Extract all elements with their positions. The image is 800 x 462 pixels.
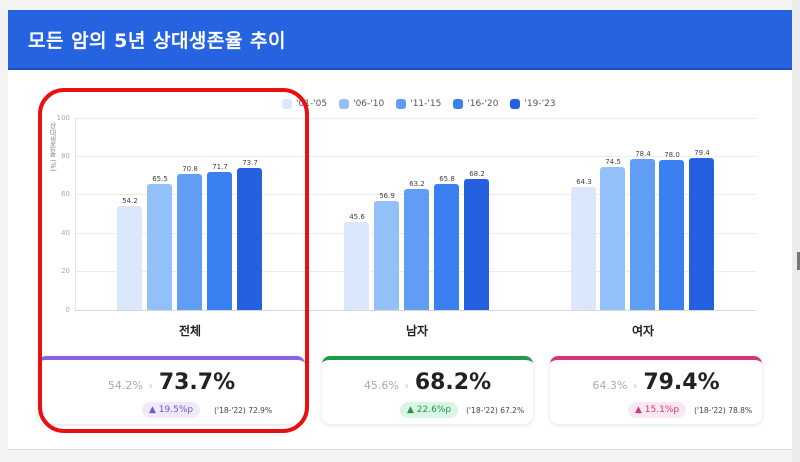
- change-badge: ▲ 15.1%p: [628, 402, 687, 418]
- bar-value: 65.5: [152, 175, 168, 183]
- to-value: 68.2%: [414, 370, 492, 395]
- prev-period-value: ('18-'22) 78.8%: [694, 405, 753, 415]
- highlight-annotation: [38, 88, 309, 433]
- from-value: 45.6%: [363, 379, 399, 392]
- bar-value: 71.7: [212, 163, 228, 171]
- bar-value: 63.2: [409, 180, 425, 188]
- legend-swatch: [453, 99, 464, 109]
- bar[interactable]: [571, 187, 596, 310]
- legend-item[interactable]: '06-'10: [339, 99, 384, 109]
- legend-label: '11-'15: [410, 99, 442, 109]
- y-tick: 80: [61, 152, 70, 160]
- bar[interactable]: [207, 172, 232, 310]
- prev-period-value: ('18-'22) 72.9%: [214, 405, 273, 415]
- scrollbar-track[interactable]: [792, 0, 800, 462]
- bar-value: 65.8: [439, 175, 455, 183]
- bar[interactable]: [344, 222, 369, 310]
- bar-value: 73.7: [242, 159, 258, 167]
- bar[interactable]: [600, 167, 625, 310]
- legend-swatch: [510, 99, 521, 109]
- page-title: 모든 암의 5년 상대생존율 추이: [28, 30, 286, 52]
- bar[interactable]: [177, 174, 202, 310]
- change-badge: ▲ 19.5%p: [142, 402, 201, 418]
- group-label-female: 여자: [631, 324, 655, 338]
- legend-label: '19-'23: [524, 99, 556, 109]
- chevron-right-icon: ›: [148, 381, 153, 392]
- bar-value: 78.4: [635, 150, 651, 158]
- legend-label: '06-'10: [353, 99, 385, 109]
- y-tick: 40: [61, 229, 70, 237]
- bar-value: 78.0: [664, 151, 680, 159]
- stat-card-total: 54.2% › 73.7% ▲ 19.5%p ('18-'22) 72.9%: [38, 356, 305, 424]
- bar[interactable]: [374, 201, 399, 310]
- y-axis-label: 상대생존율 (%): [49, 122, 57, 172]
- bar[interactable]: [434, 184, 459, 310]
- bar[interactable]: [117, 206, 142, 310]
- bar-value: 79.4: [694, 149, 710, 157]
- bar-value: 56.9: [379, 192, 395, 200]
- scrollbar-handle[interactable]: [797, 252, 800, 270]
- y-axis-line: [75, 118, 76, 310]
- legend-swatch: [396, 99, 407, 109]
- legend-swatch: [339, 99, 350, 109]
- chart-legend: '01-'05 '06-'10 '11-'15 '16-'20 '19-'23: [282, 99, 556, 109]
- legend-label: '16-'20: [467, 99, 499, 109]
- bar[interactable]: [404, 189, 429, 310]
- legend-item[interactable]: '16-'20: [453, 99, 498, 109]
- legend-item[interactable]: '11-'15: [396, 99, 441, 109]
- bar-value: 74.5: [605, 158, 621, 166]
- stat-card-male: 45.6% › 68.2% ▲ 22.6%p ('18-'22) 67.2%: [322, 356, 533, 424]
- chevron-right-icon: ›: [404, 381, 409, 392]
- bar[interactable]: [147, 184, 172, 310]
- bar-value: 70.8: [182, 165, 198, 173]
- from-value: 64.3%: [592, 379, 628, 392]
- bar[interactable]: [237, 168, 262, 310]
- group-label-male: 남자: [405, 324, 429, 338]
- panel-header: 모든 암의 5년 상대생존율 추이: [8, 10, 792, 70]
- change-badge: ▲ 22.6%p: [400, 402, 459, 418]
- bar[interactable]: [630, 159, 655, 310]
- bar-value: 64.3: [576, 178, 592, 186]
- stat-card-female: 64.3% › 79.4% ▲ 15.1%p ('18-'22) 78.8%: [550, 356, 762, 424]
- chevron-right-icon: ›: [633, 381, 638, 392]
- bar[interactable]: [464, 179, 489, 310]
- from-value: 54.2%: [107, 379, 143, 392]
- bar-value: 54.2: [122, 197, 138, 205]
- to-value: 79.4%: [643, 370, 720, 395]
- group-label-total: 전체: [178, 324, 202, 338]
- y-tick: 20: [61, 267, 70, 275]
- legend-item[interactable]: '19-'23: [510, 99, 556, 109]
- y-tick: 0: [65, 306, 70, 314]
- bar-value: 68.2: [469, 170, 485, 178]
- to-value: 73.7%: [158, 370, 236, 395]
- prev-period-value: ('18-'22) 67.2%: [466, 405, 525, 415]
- y-tick: 60: [61, 190, 70, 198]
- bar[interactable]: [689, 158, 714, 310]
- bar-value: 45.6: [349, 213, 365, 221]
- y-tick: 100: [56, 114, 70, 122]
- gridline: [75, 156, 756, 157]
- gridline: [75, 118, 756, 119]
- bar[interactable]: [659, 160, 684, 310]
- legend-label: '01-'05: [296, 99, 328, 109]
- x-axis-baseline: [75, 310, 756, 311]
